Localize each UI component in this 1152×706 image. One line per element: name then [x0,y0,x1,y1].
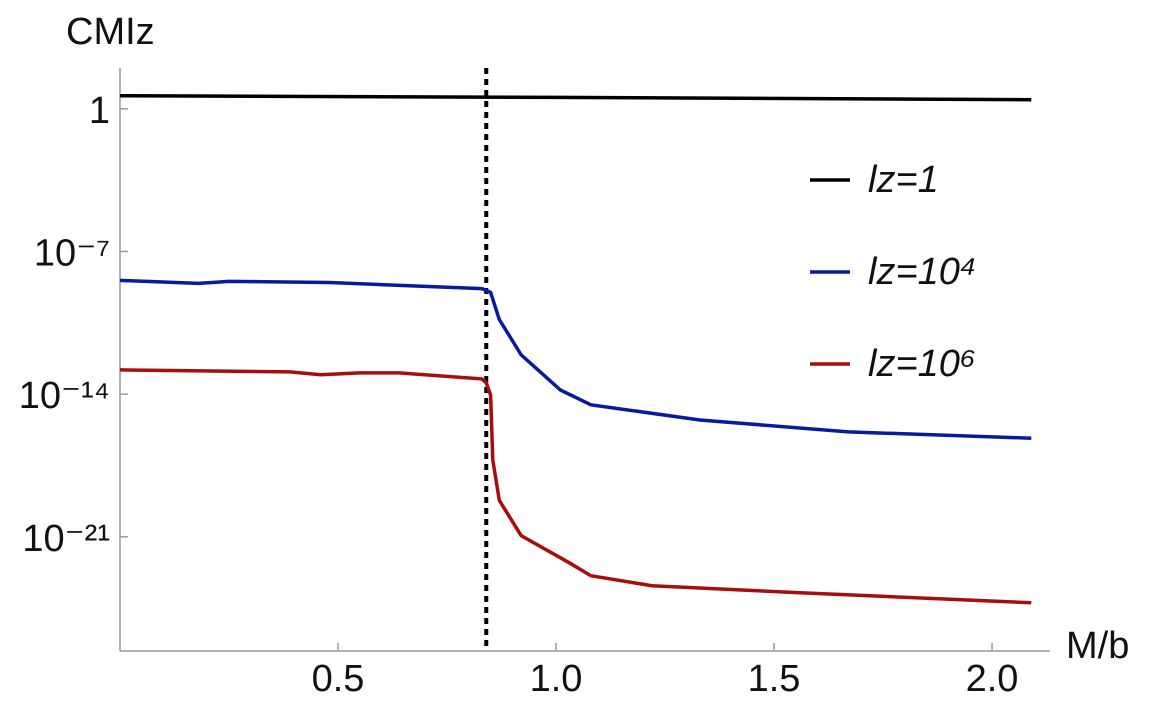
x-axis-label: M/b [1066,625,1129,667]
y-tick-label: 10⁻⁷ [34,232,110,274]
series-line [119,93,1032,102]
legend-label: lz=1 [868,159,939,201]
x-tick-label: 0.5 [312,658,365,700]
y-axis-label: CMIz [66,11,155,53]
x-tick-label: 1.0 [530,658,583,700]
x-tick-label: 1.5 [748,658,801,700]
legend-label: lz=10⁶ [868,343,976,385]
y-tick-label: 10⁻²¹ [22,518,110,560]
y-tick-label: 1 [89,90,110,132]
series-line [119,368,1032,605]
x-tick-label: 2.0 [966,658,1019,700]
series-line [119,278,1032,440]
y-tick-label: 10⁻¹⁴ [19,375,110,417]
legend-label: lz=10⁴ [868,251,976,293]
